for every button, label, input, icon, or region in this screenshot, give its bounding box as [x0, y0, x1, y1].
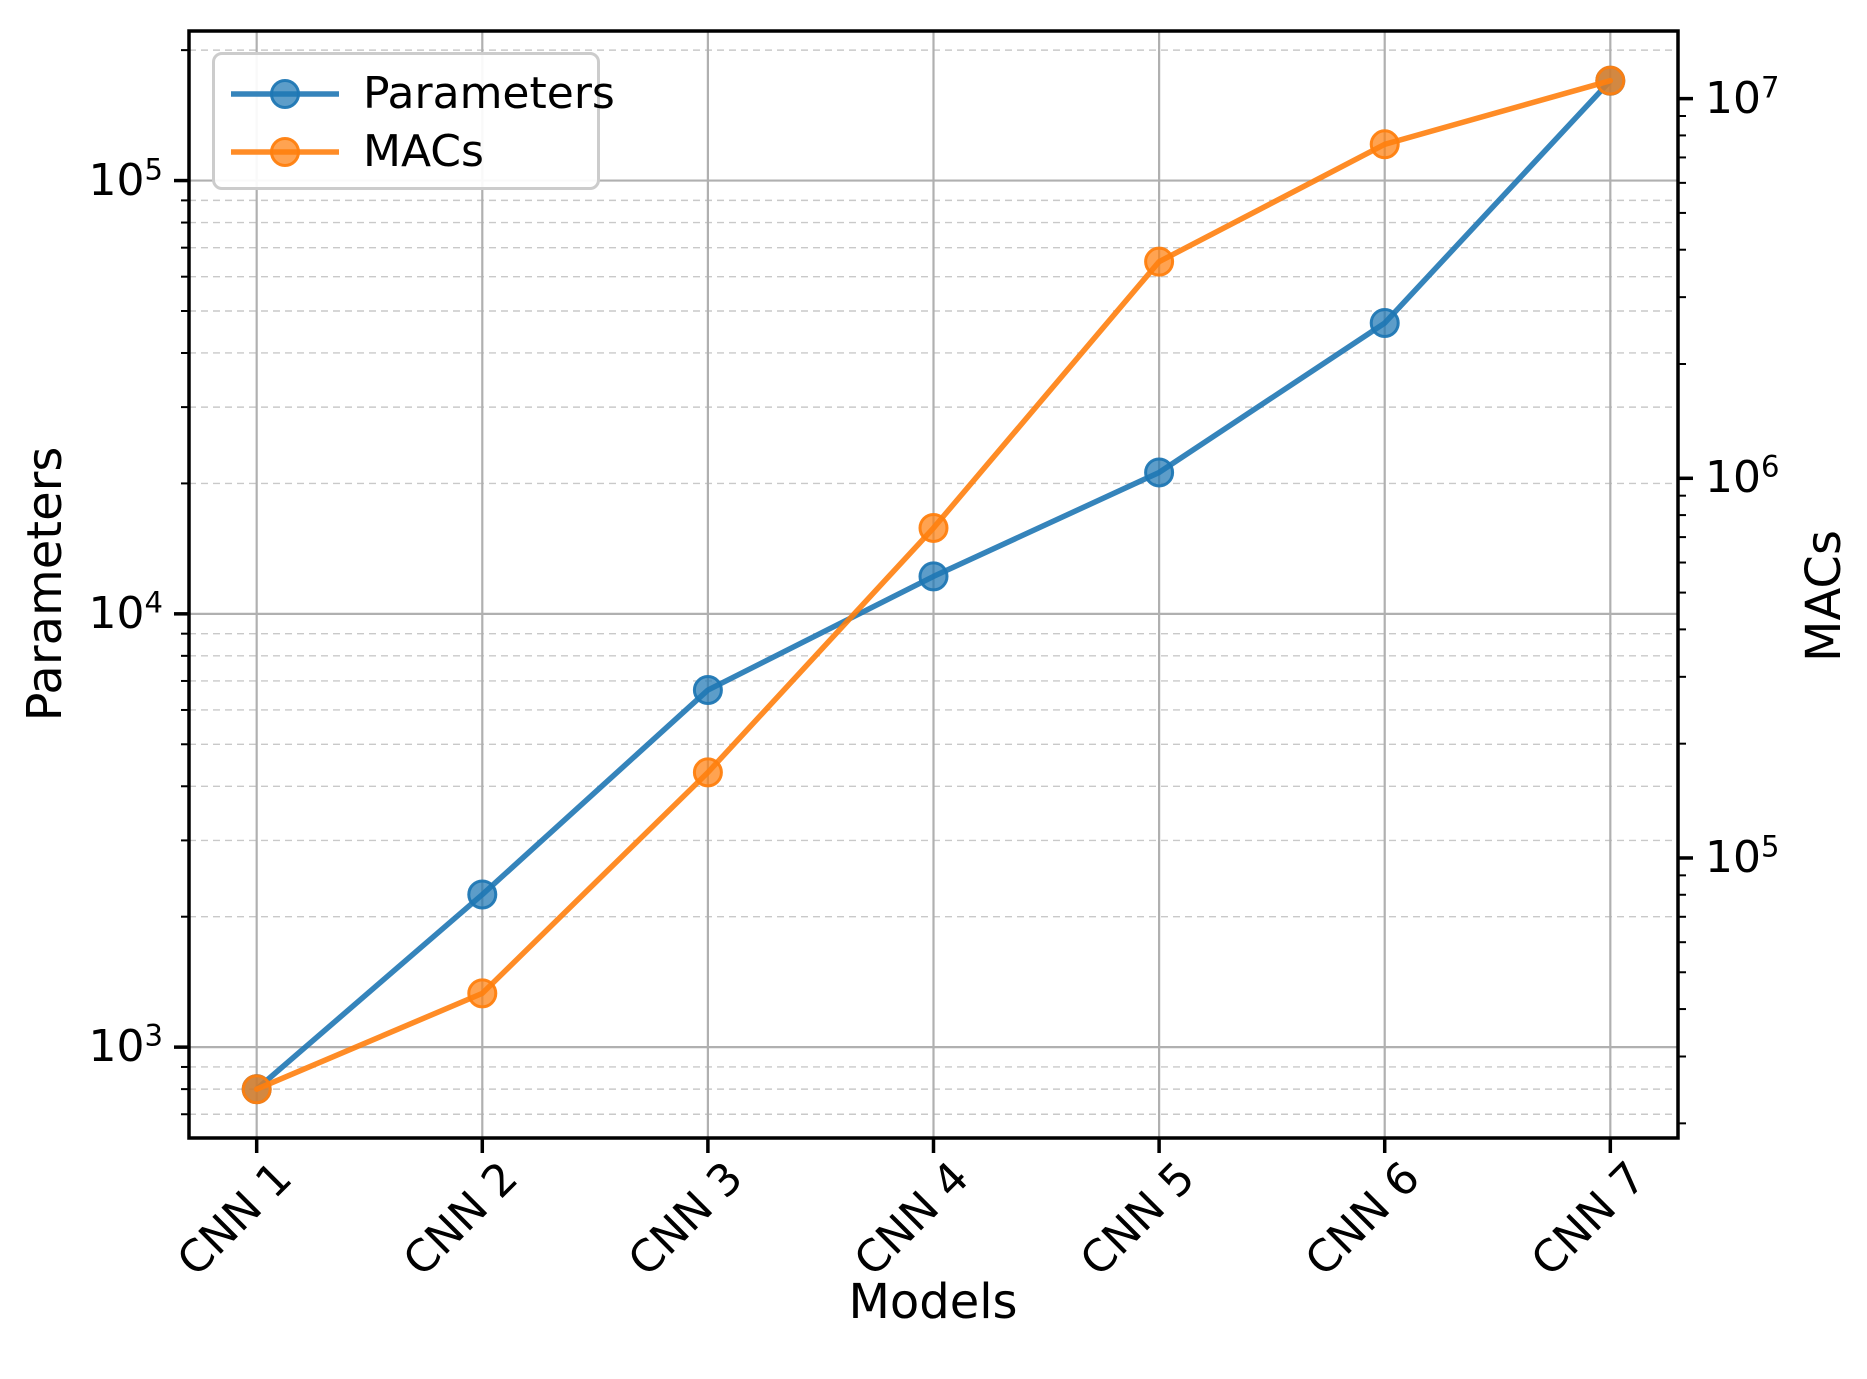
data-point-macs: [1595, 65, 1626, 96]
data-point-macs: [692, 757, 723, 788]
data-point-macs: [241, 1074, 272, 1105]
legend-label-parameters: Parameters: [363, 68, 615, 119]
legend-label-macs: MACs: [363, 126, 484, 177]
data-point-macs: [467, 978, 498, 1009]
data-point-parameters: [1369, 308, 1400, 339]
legend: Parameters MACs: [212, 52, 615, 190]
legend-line-marker-parameters: [231, 79, 339, 109]
legend-line-marker-macs: [231, 137, 339, 167]
legend-item-parameters: Parameters: [225, 65, 615, 123]
data-point-parameters: [918, 561, 949, 592]
data-point-parameters: [692, 675, 723, 706]
legend-item-macs: MACs: [225, 123, 597, 181]
data-point-parameters: [467, 879, 498, 910]
data-point-parameters: [1144, 457, 1175, 488]
data-point-macs: [1144, 246, 1175, 277]
data-point-macs: [918, 512, 949, 543]
data-point-macs: [1369, 129, 1400, 160]
